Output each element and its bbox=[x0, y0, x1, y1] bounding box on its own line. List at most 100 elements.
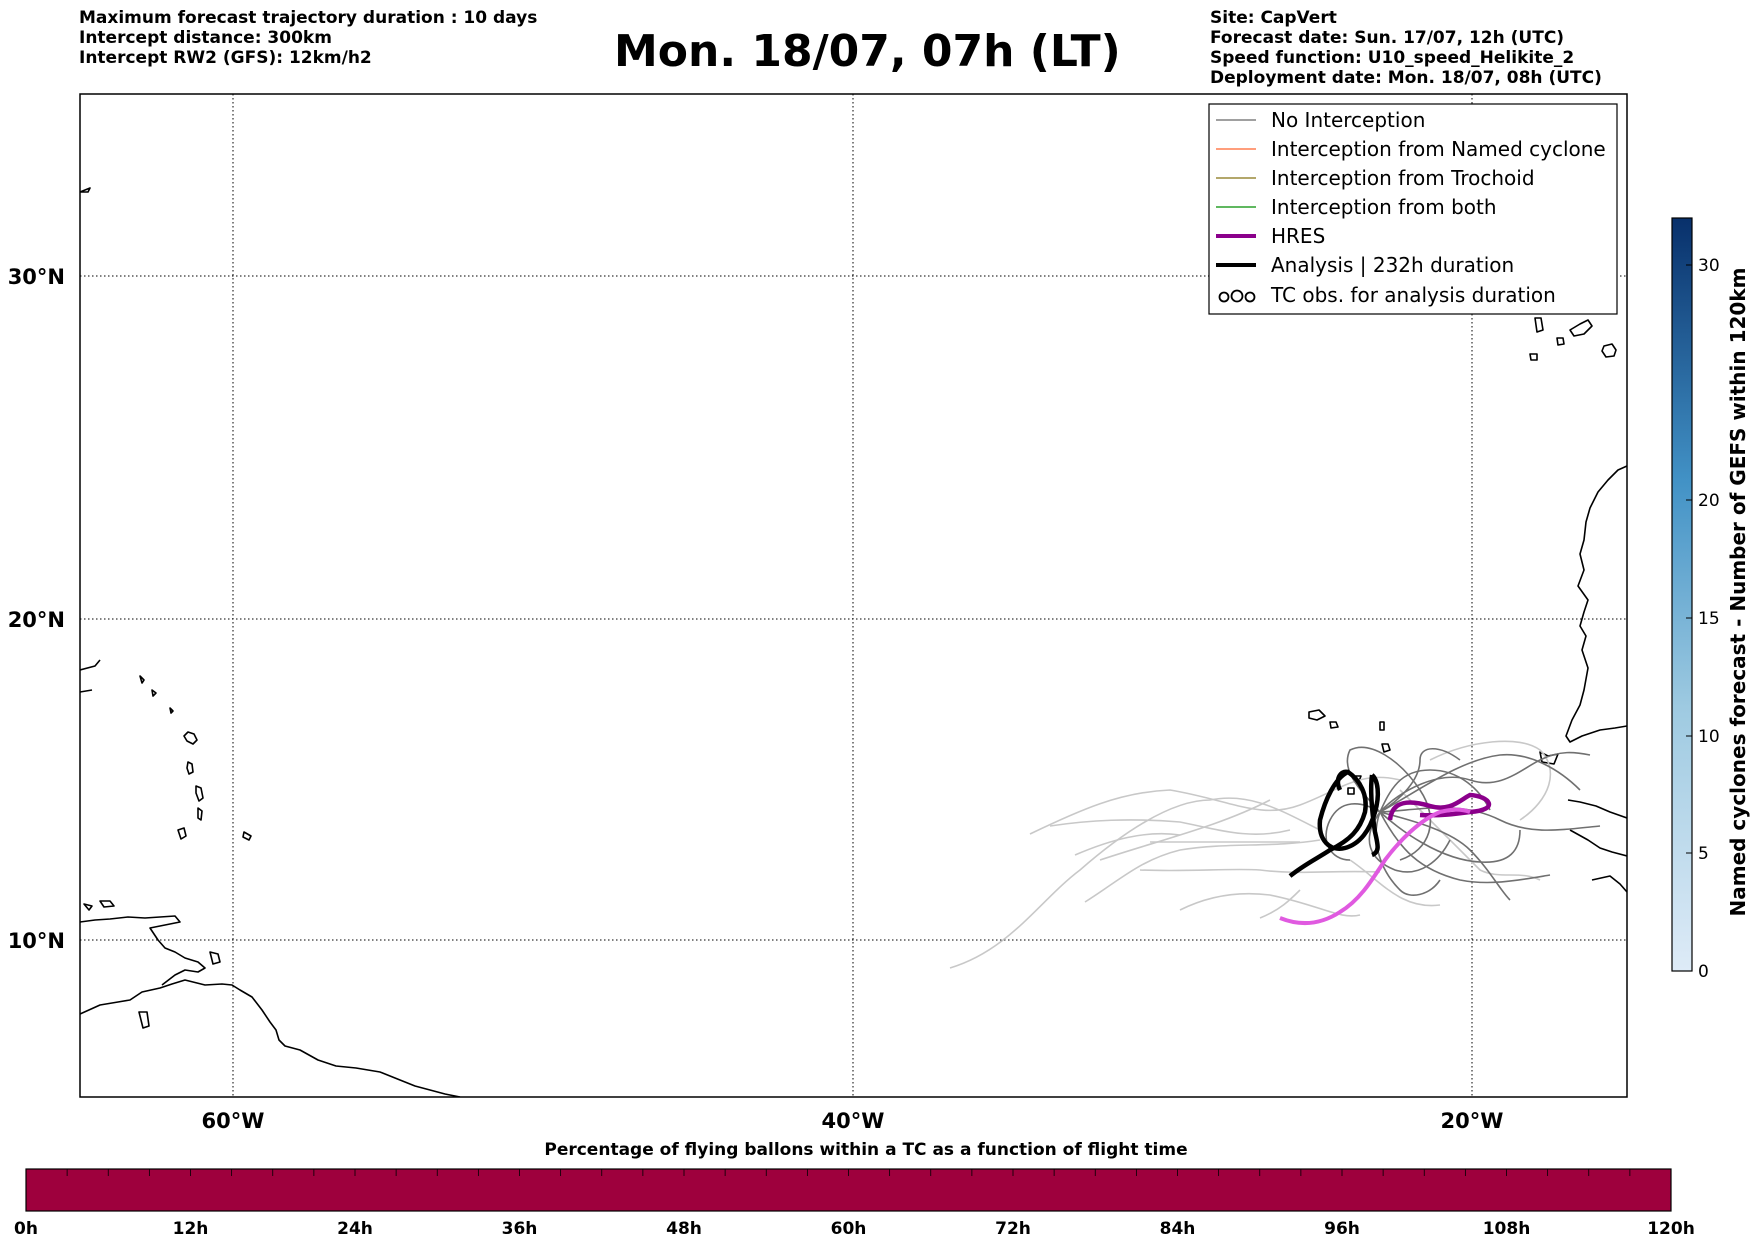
trajectory bbox=[1379, 811, 1551, 884]
legend-label-tc-obs: TC obs. for analysis duration bbox=[1270, 283, 1556, 307]
analysis-trajectory-continuation bbox=[1279, 807, 1471, 926]
header-left-line2: Intercept distance: 300km bbox=[79, 28, 332, 48]
lon-tick-label: 20°W bbox=[1441, 1109, 1504, 1133]
hres-trajectory bbox=[1387, 792, 1492, 821]
colorbar-bottom-tick: 0h bbox=[14, 1219, 38, 1239]
header-left: Maximum forecast trajectory duration : 1… bbox=[79, 8, 537, 68]
header-right-line1: Site: CapVert bbox=[1210, 8, 1337, 28]
guinea-coast-2 bbox=[1569, 829, 1627, 857]
map-frame bbox=[79, 93, 1628, 1098]
colorbar-bottom-tick: 24h bbox=[337, 1219, 373, 1239]
colorbar-bottom-title: Percentage of flying ballons within a TC… bbox=[544, 1140, 1187, 1160]
colorbar-bottom-tick: 60h bbox=[831, 1219, 867, 1239]
legend-label-named-cyclone: Interception from Named cyclone bbox=[1271, 137, 1606, 161]
lat-tick-label: 30°N bbox=[8, 265, 65, 289]
island-coast-small bbox=[138, 1011, 150, 1029]
lat-tick-label: 20°N bbox=[8, 608, 65, 632]
island-santiago bbox=[1347, 787, 1355, 795]
colorbar-bottom-tick: 120h bbox=[1647, 1219, 1695, 1239]
trajectory bbox=[1429, 740, 1552, 821]
legend-label-no-interception: No Interception bbox=[1271, 108, 1425, 132]
island-gran-canaria bbox=[1601, 343, 1617, 358]
sierra-leone-coast bbox=[1591, 875, 1627, 893]
trajectory bbox=[1259, 889, 1301, 919]
south-america-coast bbox=[80, 979, 461, 1097]
header-left-line3: Intercept RW2 (GFS): 12km/h2 bbox=[79, 48, 372, 68]
trajectory bbox=[1325, 803, 1381, 861]
legend-label-hres: HRES bbox=[1271, 224, 1325, 248]
colorbar-bottom-tick-marks bbox=[66, 1169, 1631, 1176]
trajectory bbox=[1179, 892, 1361, 917]
colorbar-right-tick: 10 bbox=[1698, 727, 1720, 747]
trajectory bbox=[1084, 839, 1321, 903]
island-tenerife bbox=[1556, 337, 1565, 346]
legend-label-trochoid: Interception from Trochoid bbox=[1271, 166, 1535, 190]
island-sal bbox=[1379, 721, 1385, 731]
island-small bbox=[151, 689, 157, 697]
island-small-2 bbox=[169, 707, 174, 714]
island-trinidad bbox=[209, 951, 221, 965]
guinea-coast bbox=[1567, 799, 1627, 819]
colorbar-right-gradient bbox=[1671, 217, 1693, 972]
trajectory bbox=[1139, 868, 1381, 874]
colorbar-right-tick: 15 bbox=[1698, 609, 1720, 629]
island bbox=[139, 675, 145, 684]
header-right-line2: Forecast date: Sun. 17/07, 12h (UTC) bbox=[1210, 28, 1565, 48]
colorbar-right-tick-marks bbox=[1686, 264, 1692, 972]
tc-obs-symbol-icon bbox=[1218, 289, 1256, 303]
trajectories-dark bbox=[1325, 746, 1601, 901]
colorbar-bottom: Percentage of flying ballons within a TC… bbox=[14, 1140, 1695, 1239]
island-curacao bbox=[99, 900, 115, 908]
trajectory bbox=[1074, 832, 1181, 856]
header-left-line1: Maximum forecast trajectory duration : 1… bbox=[79, 8, 538, 28]
colorbar-bottom-tick: 72h bbox=[995, 1219, 1031, 1239]
colorbar-bottom-tick: 108h bbox=[1483, 1219, 1531, 1239]
island-st-vincent bbox=[177, 827, 187, 840]
trajectory bbox=[1379, 751, 1591, 813]
trajectory bbox=[1029, 776, 1401, 835]
trajectory bbox=[1349, 859, 1441, 907]
island-santo-antao bbox=[1308, 709, 1326, 721]
colorbar-bottom-tick: 84h bbox=[1160, 1219, 1196, 1239]
legend: No Interception Interception from Named … bbox=[1208, 103, 1618, 315]
lon-tick-label: 60°W bbox=[202, 1109, 265, 1133]
trajectory bbox=[1379, 769, 1491, 813]
island-boa-vista bbox=[1381, 743, 1391, 753]
island-aruba bbox=[83, 903, 93, 911]
header-right-line4: Deployment date: Mon. 18/07, 08h (UTC) bbox=[1210, 68, 1602, 88]
island-st-lucia bbox=[197, 807, 203, 821]
colorbar-right: 30 20 15 10 5 0 Named cyclones forecast … bbox=[1671, 217, 1750, 982]
legend-label-analysis: Analysis | 232h duration bbox=[1271, 253, 1514, 277]
colorbar-bottom-tick: 12h bbox=[173, 1219, 209, 1239]
island-barbados bbox=[242, 831, 252, 841]
map-title: Mon. 18/07, 07h (LT) bbox=[614, 26, 1121, 77]
colorbar-right-label: Named cyclones forecast - Number of GEFS… bbox=[1726, 268, 1750, 917]
venezuela-coast bbox=[80, 915, 206, 986]
trajectories-light bbox=[949, 740, 1552, 969]
puerto-rico-edge bbox=[80, 689, 93, 693]
bissagos-islands bbox=[1539, 751, 1559, 765]
colorbar-right-tick: 0 bbox=[1698, 962, 1709, 982]
trajectory bbox=[1099, 799, 1271, 861]
trajectory bbox=[1379, 806, 1601, 831]
island-gomera bbox=[1529, 353, 1538, 361]
colorbar-right-tick: 5 bbox=[1698, 844, 1709, 864]
island-sao-vicente bbox=[1329, 721, 1339, 729]
trajectory bbox=[1049, 819, 1291, 835]
header-right: Site: CapVert Forecast date: Sun. 17/07,… bbox=[1210, 8, 1602, 88]
lat-tick-label: 10°N bbox=[8, 929, 65, 953]
lon-tick-label: 40°W bbox=[822, 1109, 885, 1133]
island-azores bbox=[80, 187, 91, 193]
west-africa-coast bbox=[1565, 465, 1627, 743]
colorbar-right-tick: 20 bbox=[1698, 491, 1720, 511]
hispaniola-edge bbox=[80, 659, 101, 671]
colorbar-bottom-tick: 48h bbox=[666, 1219, 702, 1239]
trajectory bbox=[1368, 811, 1451, 873]
trajectory bbox=[1379, 811, 1511, 901]
island-guadeloupe bbox=[183, 731, 198, 745]
island-fuerteventura bbox=[1569, 319, 1593, 337]
island-martinique bbox=[195, 785, 204, 802]
colorbar-bottom-tick: 36h bbox=[502, 1219, 538, 1239]
legend-box bbox=[1208, 103, 1618, 315]
